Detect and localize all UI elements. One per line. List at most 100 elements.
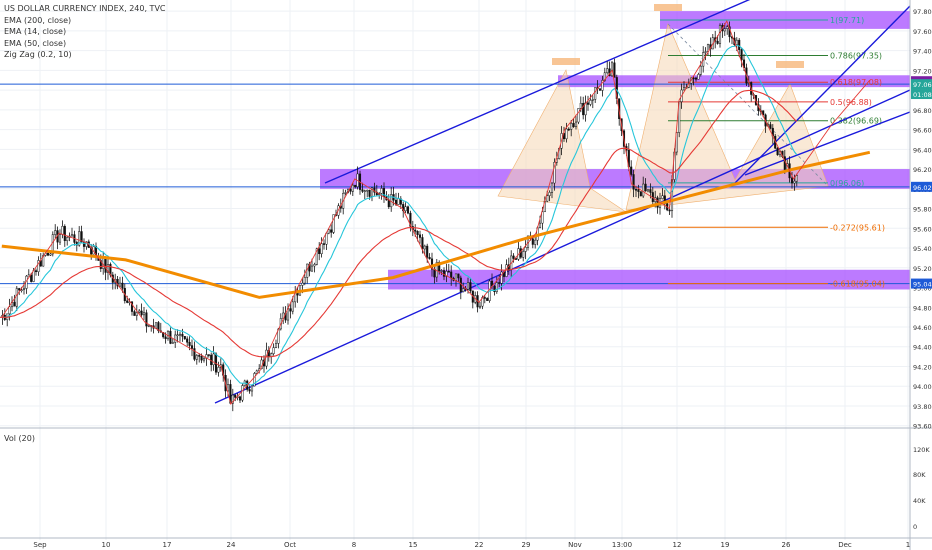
candle-body [310,265,314,272]
candle-body [248,389,251,392]
legend-ema-200[interactable]: EMA (200, close) [4,15,72,25]
channel-upper-line [324,0,751,184]
candle-body [762,110,765,116]
candle-body [522,251,525,258]
fib-label: -0.618(95.04) [830,280,885,289]
candle-body [454,273,458,281]
candle-body [440,270,443,272]
candle-body [661,195,664,199]
candle-body [42,255,45,267]
channel-steep-line [734,5,911,184]
price-tick-label: 93.60 [913,423,932,431]
candle-body [106,264,110,273]
zigzag-path [1,19,871,405]
candle-body [426,245,429,258]
fib-label: -0.272(95.61) [830,223,885,232]
candle-body [644,183,647,192]
candle-body [373,187,376,193]
candle-body [133,311,136,316]
candle-body [66,237,69,241]
candle-body [61,226,64,235]
candle-body [303,277,306,284]
candle-body [613,62,616,78]
candle-body [414,229,417,232]
legend-zigzag[interactable]: Zig Zag (0.2, 10) [4,50,72,59]
candle-body [130,301,134,312]
candle-body [325,232,328,245]
resistance-zone [558,75,910,88]
legend-ema-50[interactable]: EMA (50, close) [4,38,67,48]
pattern-polygon [625,23,829,211]
candle-body [46,252,50,256]
candle-body [450,271,453,279]
time-tick-label: 17 [163,541,172,549]
candle-body [272,347,275,354]
time-tick-label: 24 [227,541,236,549]
price-tick-label: 94.00 [913,383,932,391]
moving-averages [0,44,871,386]
candle-body [274,343,278,348]
candle-body [594,87,597,100]
candle-body [176,334,179,336]
candle-body [27,274,30,277]
volume-pane-label: Vol (20) [4,434,35,443]
candle-body [301,282,304,286]
candle-body [190,345,194,349]
candle-body [550,182,554,193]
candle-body [15,288,18,307]
candle-body [231,394,234,404]
price-badge-label: 95.04 [913,281,932,289]
candle-body [193,348,196,360]
fib-label: 0(96.06) [830,179,864,188]
candle-body [154,322,158,329]
price-tick-label: 93.80 [913,403,932,411]
time-tick-label: 12 [673,541,682,549]
candle-body [118,282,122,287]
candle-body [718,25,722,44]
candle-body [531,238,534,245]
fib-label: 0.786(97.35) [830,52,882,61]
harmonic-pattern [497,4,829,213]
candle-body [478,305,482,308]
candle-body [58,234,62,243]
candle-body [18,288,21,291]
candle-body [524,247,527,252]
candle-body [428,257,431,260]
candle-body [790,177,794,184]
candle-body [255,370,258,374]
candle-body [37,260,40,273]
candle-body [632,174,635,190]
candle-body [147,325,150,327]
time-tick-label: 8 [352,541,356,549]
trend-channel [214,0,911,404]
candle-body [697,74,700,80]
legend-ema-14[interactable]: EMA (14, close) [4,27,67,36]
candle-body [135,312,138,316]
candle-body [140,310,143,316]
ema-14-line [0,44,798,386]
candle-body [598,88,602,91]
candle-body [20,289,23,292]
price-badge-label: 97.06 [913,81,932,89]
candle-body [740,49,743,61]
candle-body [238,396,242,401]
candle-body [570,123,573,130]
candle-body [349,189,352,192]
candle-body [591,99,594,101]
candle-body [241,385,244,401]
candle-body [289,308,292,312]
candle-body [351,184,354,192]
pattern-dashed-leg [667,23,829,187]
time-tick-label: 22 [475,541,484,549]
candle-body [195,355,198,360]
candle-body [430,258,434,270]
candle-body [541,211,544,224]
ema-50-line [0,89,798,358]
candle-body [606,68,609,74]
candle-body [435,262,438,278]
candle-body [546,195,549,202]
candle-body [366,189,369,192]
volume-tick-label: 0 [913,523,917,531]
